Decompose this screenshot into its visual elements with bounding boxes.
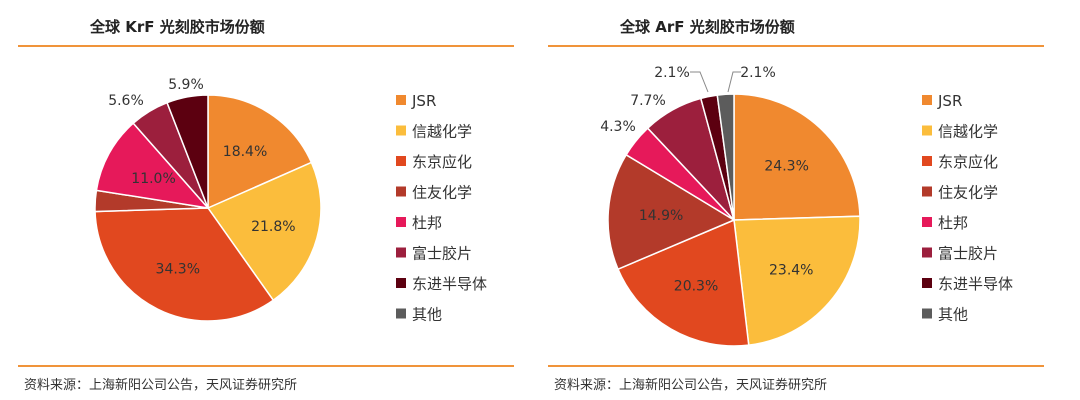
pie-slice-5 bbox=[95, 122, 210, 210]
slice-label-7: 5.9% bbox=[168, 77, 204, 93]
source-note: 资料来源：上海新阳公司公告，天风证券研究所 bbox=[554, 378, 828, 393]
pie-slice-4 bbox=[607, 153, 736, 271]
source-divider bbox=[18, 365, 514, 367]
pie-slice-1 bbox=[207, 94, 313, 210]
slice-label-2: 21.8% bbox=[251, 219, 295, 235]
leader-line bbox=[690, 71, 709, 93]
legend-label-5: 杜邦 bbox=[412, 214, 442, 232]
legend-label-2: 信越化学 bbox=[938, 123, 998, 141]
pie-slice-2 bbox=[733, 215, 861, 346]
slice-label-5: 11.0% bbox=[131, 171, 175, 187]
legend-swatch-3 bbox=[396, 156, 406, 166]
leader-line bbox=[727, 71, 741, 93]
legend-label-2: 信越化学 bbox=[412, 123, 472, 141]
legend-label-5: 杜邦 bbox=[938, 214, 968, 232]
slice-label-1: 24.3% bbox=[764, 159, 808, 175]
legend-label-1: JSR bbox=[411, 92, 436, 110]
legend-swatch-2 bbox=[396, 125, 406, 136]
arf-pie-chart: 24.3% 23.4% 20.3% 14.9% 4.3% 7.7% 2.1% 2.1% JSR 信… bbox=[600, 65, 1013, 347]
legend-swatch-7 bbox=[396, 278, 406, 288]
legend-swatch-1 bbox=[922, 95, 932, 105]
legend-label-6: 富士胶片 bbox=[938, 245, 998, 263]
legend-label-4: 住友化学 bbox=[412, 184, 472, 202]
pie-slice-3 bbox=[617, 218, 750, 347]
legend-label-7: 东进半导体 bbox=[412, 275, 487, 293]
title-divider bbox=[18, 45, 514, 47]
legend-label-4: 住友化学 bbox=[938, 184, 998, 202]
pie-slice-8 bbox=[716, 93, 735, 221]
legend-label-3: 东京应化 bbox=[412, 153, 472, 171]
slice-label-6: 5.6% bbox=[108, 93, 144, 109]
pie-slice-3 bbox=[94, 207, 275, 322]
slice-label-6: 7.7% bbox=[630, 93, 666, 109]
legend-swatch-7 bbox=[922, 278, 932, 288]
legend-swatch-8 bbox=[396, 308, 406, 319]
arf-chart-panel: 全球 ArF 光刻胶市场份额 24.3% 23.4% 20.3% 14.9% 4.3% 7… bbox=[548, 0, 1068, 400]
slice-label-4: 14.9% bbox=[639, 208, 683, 224]
legend-swatch-6 bbox=[922, 247, 932, 258]
legend-label-7: 东进半导体 bbox=[938, 275, 1013, 293]
source-divider bbox=[548, 365, 1044, 367]
legend-label-8: 其他 bbox=[938, 306, 968, 324]
legend-label-8: 其他 bbox=[412, 306, 442, 324]
legend-swatch-2 bbox=[922, 125, 932, 136]
legend-swatch-4 bbox=[396, 186, 406, 197]
slice-label-7: 2.1% bbox=[654, 65, 690, 81]
title-divider bbox=[548, 45, 1044, 47]
legend-swatch-3 bbox=[922, 156, 932, 166]
krf-pie-chart: 18.4%21.8%34.3%3.0%11.0%5.6%5.9%JSR信越化学东… bbox=[94, 77, 487, 324]
slice-label-1: 18.4% bbox=[223, 144, 267, 160]
legend-swatch-5 bbox=[396, 217, 406, 227]
legend-swatch-4 bbox=[922, 186, 932, 197]
legend-swatch-6 bbox=[396, 247, 406, 258]
pie-slice-7 bbox=[166, 94, 209, 209]
krf-chart-panel: 全球 KrF 光刻胶市场份额 18.4%21.8%34.3%3.0%11.0%5… bbox=[18, 0, 538, 400]
pie-slice-1 bbox=[733, 93, 861, 221]
slice-label-2: 23.4% bbox=[769, 262, 813, 278]
slice-label-5: 4.3% bbox=[600, 119, 636, 135]
chart-title: 全球 KrF 光刻胶市场份额 bbox=[90, 18, 265, 36]
legend-swatch-1 bbox=[396, 95, 406, 105]
slice-label-3: 20.3% bbox=[674, 278, 718, 294]
slice-label-3: 34.3% bbox=[156, 262, 200, 278]
slice-label-8: 2.1% bbox=[740, 65, 776, 81]
legend-swatch-5 bbox=[922, 217, 932, 227]
legend-swatch-8 bbox=[922, 308, 932, 319]
legend-label-6: 富士胶片 bbox=[412, 245, 472, 263]
pie-slice-2 bbox=[206, 161, 322, 302]
legend-label-3: 东京应化 bbox=[938, 153, 998, 171]
chart-title: 全球 ArF 光刻胶市场份额 bbox=[620, 18, 795, 36]
source-note: 资料来源：上海新阳公司公告，天风证券研究所 bbox=[24, 378, 298, 393]
legend-label-1: JSR bbox=[937, 92, 962, 110]
